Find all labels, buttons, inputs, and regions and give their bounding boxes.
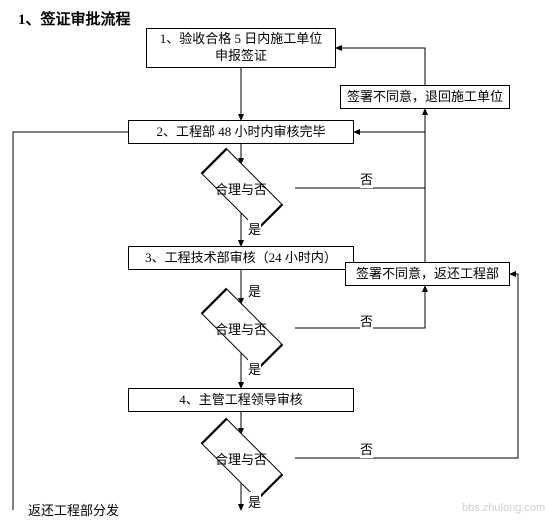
flow-label-yes2b: 是 bbox=[248, 359, 261, 378]
flow-box-n1: 1、验收合格 5 日内施工单位申报签证 bbox=[146, 28, 336, 68]
flow-diamond-label-d1: 合理与否 bbox=[187, 178, 295, 198]
flow-diamond-label-d3: 合理与否 bbox=[187, 448, 295, 468]
flow-label-no1: 否 bbox=[360, 169, 373, 188]
flow-box-r2: 签署不同意，返还工程部 bbox=[345, 262, 510, 286]
flow-box-n3: 3、工程技术部审核（24 小时内） bbox=[128, 246, 354, 270]
watermark: bbs.zhulong.com bbox=[462, 502, 545, 514]
edge-e9 bbox=[336, 48, 425, 85]
flow-label-yes3: 是 bbox=[248, 492, 261, 511]
flow-box-n2: 2、工程部 48 小时内审核完毕 bbox=[128, 120, 354, 144]
flow-label-no3: 否 bbox=[360, 439, 373, 458]
footer-text: 返还工程部分发 bbox=[28, 500, 119, 519]
flow-label-no2: 否 bbox=[360, 311, 373, 330]
flow-label-yes1: 是 bbox=[248, 219, 261, 238]
flow-box-n4: 4、主管工程领导审核 bbox=[128, 388, 354, 412]
edge-e12 bbox=[295, 274, 518, 458]
page-title: 1、签证审批流程 bbox=[18, 8, 131, 29]
flow-box-r1: 签署不同意，退回施工单位 bbox=[340, 85, 510, 109]
flow-label-yes2a: 是 bbox=[248, 281, 261, 300]
flow-diamond-label-d2: 合理与否 bbox=[187, 318, 295, 338]
edge-e13 bbox=[13, 132, 128, 510]
edge-e11 bbox=[354, 132, 425, 262]
